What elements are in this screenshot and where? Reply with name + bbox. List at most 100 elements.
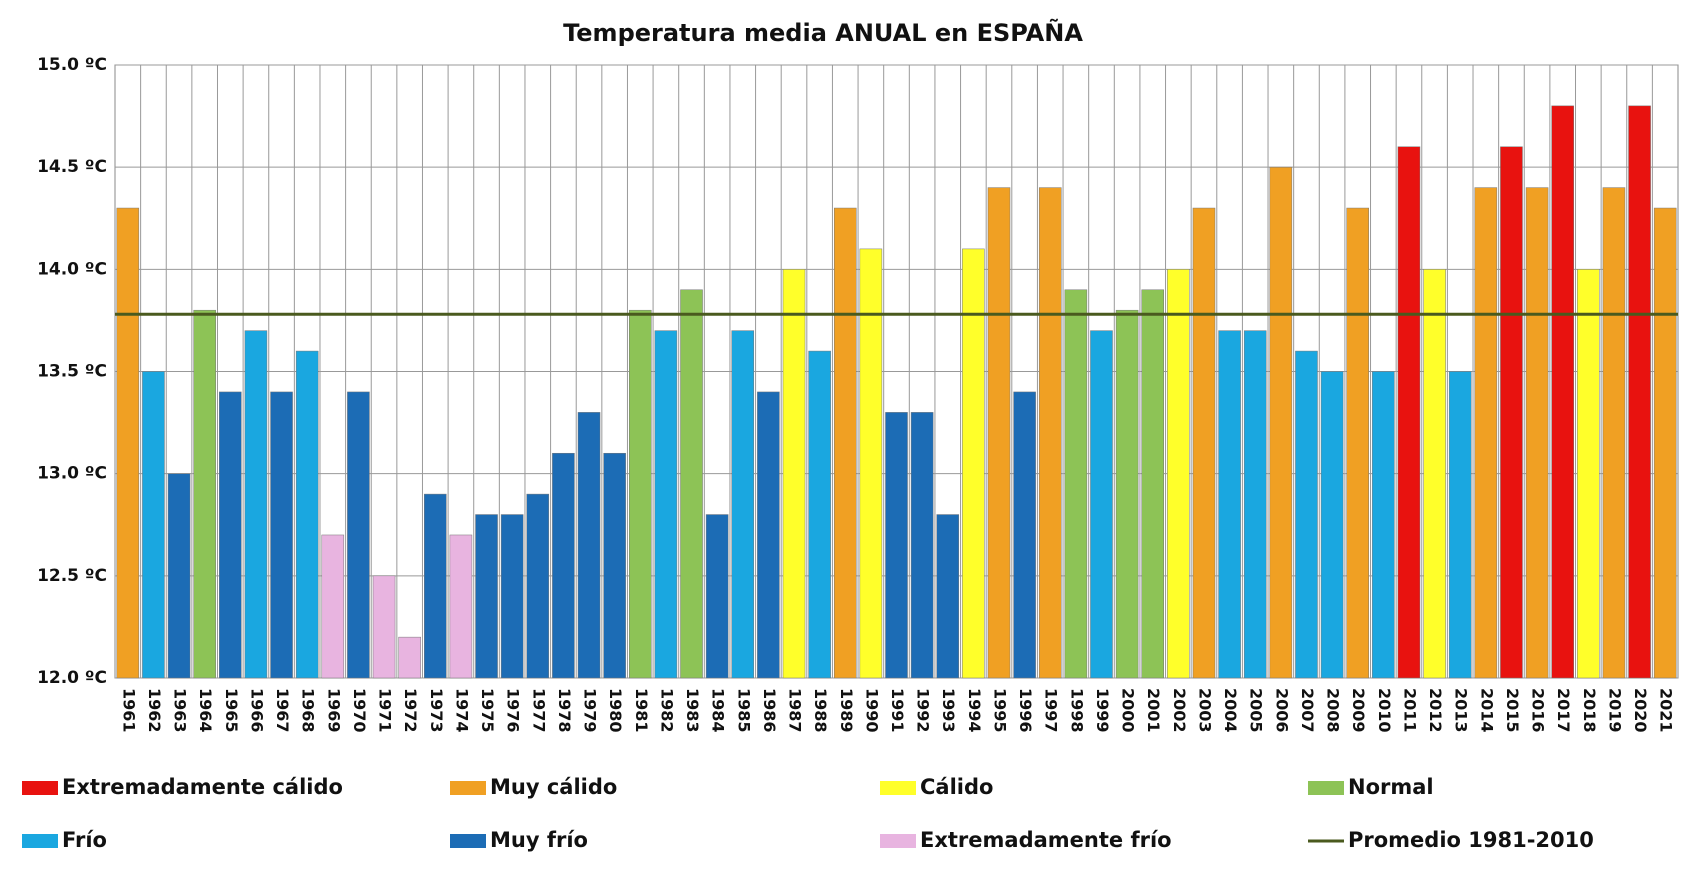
- bar: [526, 493, 550, 679]
- bar: [1602, 187, 1626, 679]
- bar: [603, 452, 626, 679]
- legend-label: Extremadamente cálido: [62, 775, 343, 799]
- y-tick-label: 13.0 ºC: [37, 464, 107, 484]
- bar: [1038, 187, 1062, 679]
- x-tick-label: 1980: [606, 688, 625, 733]
- bar: [680, 289, 703, 679]
- bar: [1397, 146, 1421, 679]
- bar: [295, 350, 319, 679]
- x-tick-label: 1998: [1067, 688, 1086, 733]
- bar: [1551, 105, 1574, 679]
- x-tick-label: 1970: [350, 688, 369, 733]
- bar: [475, 514, 498, 679]
- chart-title: Temperatura media ANUAL en ESPAÑA: [563, 18, 1083, 47]
- x-tick-label: 2005: [1247, 688, 1266, 733]
- bar: [1090, 330, 1113, 679]
- bar: [705, 514, 729, 679]
- x-tick-label: 1968: [299, 688, 318, 733]
- x-tick-label: 2011: [1400, 688, 1419, 733]
- bar: [885, 412, 908, 679]
- bar: [1064, 289, 1088, 679]
- bar: [1500, 146, 1523, 679]
- legend-label: Muy cálido: [490, 775, 617, 799]
- legend-swatch: [450, 781, 486, 795]
- legend-swatch: [450, 834, 486, 848]
- bar: [1141, 289, 1164, 679]
- y-tick-label: 13.5 ºC: [37, 362, 107, 382]
- bar: [1295, 350, 1318, 679]
- x-tick-label: 1964: [196, 688, 215, 733]
- x-tick-label: 2013: [1452, 688, 1471, 733]
- x-tick-label: 1974: [452, 688, 471, 733]
- x-tick-label: 2018: [1580, 688, 1599, 733]
- x-tick-label: 2007: [1298, 688, 1317, 733]
- x-tick-label: 2010: [1375, 688, 1394, 733]
- x-tick-label: 1986: [760, 688, 779, 733]
- x-tick-label: 1979: [581, 688, 600, 733]
- x-tick-label: 1982: [657, 688, 676, 733]
- x-tick-label: 2021: [1657, 688, 1676, 733]
- x-tick-label: 1973: [427, 688, 446, 733]
- x-tick-label: 1971: [376, 688, 395, 733]
- x-tick-label: 2004: [1221, 688, 1240, 733]
- x-tick-label: 1987: [786, 688, 805, 733]
- x-tick-label: 2002: [1170, 688, 1189, 733]
- bar: [1192, 207, 1216, 679]
- x-tick-label: 1969: [324, 688, 343, 733]
- bar: [1013, 391, 1036, 679]
- bar: [577, 412, 601, 679]
- x-tick-label: 1988: [811, 688, 830, 733]
- legend-swatch: [880, 834, 916, 848]
- legend-label: Normal: [1348, 775, 1434, 799]
- bar: [193, 309, 216, 679]
- bar: [987, 187, 1011, 679]
- x-tick-label: 2000: [1119, 688, 1138, 733]
- bar: [372, 575, 396, 679]
- x-tick-label: 2001: [1144, 688, 1163, 733]
- bar: [167, 473, 191, 679]
- bar: [1628, 105, 1651, 679]
- bar: [629, 309, 652, 679]
- bar: [1525, 187, 1549, 679]
- x-tick-label: 1967: [273, 688, 292, 733]
- bar: [782, 269, 806, 679]
- x-tick-label: 1995: [990, 688, 1009, 733]
- x-tick-label: 1961: [119, 688, 138, 733]
- bar: [1474, 187, 1498, 679]
- x-tick-label: 2017: [1554, 688, 1573, 733]
- x-tick-label: 1975: [478, 688, 497, 733]
- x-tick-label: 1999: [1093, 688, 1112, 733]
- y-tick-label: 14.0 ºC: [37, 259, 107, 279]
- x-tick-label: 1983: [683, 688, 702, 733]
- y-tick-label: 12.0 ºC: [37, 668, 107, 688]
- bar: [219, 391, 242, 679]
- x-tick-label: 1985: [734, 688, 753, 733]
- x-tick-label: 1990: [862, 688, 881, 733]
- bar: [552, 452, 575, 679]
- bar: [347, 391, 370, 679]
- bar: [1218, 330, 1241, 679]
- x-tick-label: 2015: [1503, 688, 1522, 733]
- y-tick-label: 14.5 ºC: [37, 157, 107, 177]
- x-tick-label: 1963: [171, 688, 190, 733]
- x-tick-label: 2003: [1195, 688, 1214, 733]
- bar: [449, 534, 473, 679]
- x-tick-label: 2008: [1324, 688, 1343, 733]
- bar: [321, 534, 345, 679]
- x-tick-label: 1984: [709, 688, 728, 733]
- bar: [859, 248, 883, 679]
- x-tick-label: 1977: [529, 688, 548, 733]
- legend-label: Cálido: [920, 775, 993, 799]
- bar: [424, 493, 447, 679]
- x-tick-label: 1993: [939, 688, 958, 733]
- bar: [270, 391, 293, 679]
- legend-label: Extremadamente frío: [920, 828, 1172, 852]
- x-tick-label: 2006: [1272, 688, 1291, 733]
- y-tick-label: 12.5 ºC: [37, 566, 107, 586]
- bar: [142, 371, 165, 679]
- legend-label: Promedio 1981-2010: [1348, 828, 1594, 852]
- bar: [936, 514, 960, 679]
- bar: [1577, 269, 1600, 679]
- x-tick-label: 1978: [555, 688, 574, 733]
